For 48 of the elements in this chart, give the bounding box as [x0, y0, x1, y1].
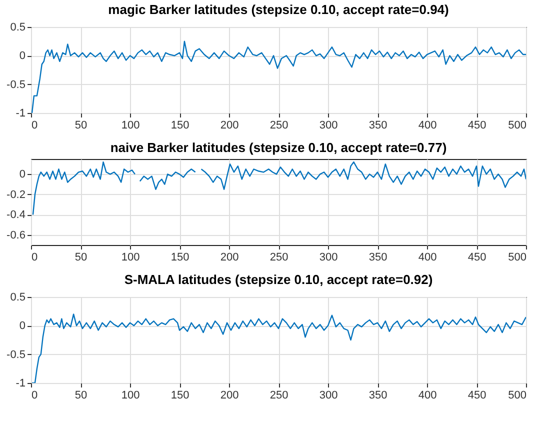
y-tick-label: 0.5 — [10, 292, 26, 304]
x-tick-label: 350 — [368, 390, 388, 402]
y-tick-label: -0.2 — [6, 188, 26, 201]
x-tick-label: 400 — [418, 120, 437, 132]
x-tick-label: 250 — [270, 390, 288, 402]
y-tick-label: 0 — [19, 168, 26, 181]
x-tick-label: 300 — [319, 120, 338, 132]
x-tick-label: 0 — [32, 390, 38, 402]
x-tick-label: 50 — [74, 120, 88, 132]
y-tick-label: -0.5 — [6, 78, 26, 91]
x-tick-label: 50 — [74, 390, 88, 402]
x-tick-label: 100 — [121, 252, 140, 264]
x-tick-label: 200 — [220, 120, 239, 132]
x-tick-label: 450 — [468, 120, 486, 132]
y-tick-label: -0.5 — [6, 348, 26, 361]
y-tick-label: -1 — [16, 108, 26, 120]
x-tick-label: 100 — [121, 390, 140, 402]
y-tick-label: 0.5 — [10, 22, 26, 34]
x-tick-label: 500 — [508, 120, 526, 132]
x-tick-label: 400 — [418, 390, 437, 402]
y-tick-label: 0 — [19, 320, 26, 332]
chart-title: S-MALA latitudes (stepsize 0.10, accept rate=0.92) — [124, 272, 433, 287]
x-tick-label: 400 — [418, 252, 437, 264]
x-tick-label: 500 — [508, 252, 526, 264]
x-tick-label: 0 — [32, 120, 38, 132]
x-tick-label: 150 — [170, 390, 190, 402]
y-tick-label: -1 — [16, 378, 26, 390]
x-tick-label: 250 — [270, 252, 288, 264]
x-tick-label: 50 — [74, 252, 88, 264]
chart-title: magic Barker latitudes (stepsize 0.10, accept rate=0.94) — [108, 2, 449, 17]
y-tick-label: -0.6 — [6, 229, 26, 242]
x-tick-label: 250 — [270, 120, 288, 132]
y-tick-label: 0 — [19, 50, 26, 62]
x-tick-label: 0 — [32, 252, 38, 264]
x-tick-label: 300 — [319, 390, 338, 402]
x-tick-label: 450 — [468, 390, 486, 402]
x-tick-label: 450 — [468, 252, 486, 264]
x-tick-label: 200 — [220, 252, 239, 264]
x-tick-label: 500 — [508, 390, 526, 402]
x-tick-label: 100 — [121, 120, 140, 132]
chart-title: naive Barker latitudes (stepsize 0.10, accept rate=0.77) — [110, 140, 447, 155]
x-tick-label: 300 — [319, 252, 338, 264]
x-tick-label: 150 — [170, 120, 190, 132]
x-tick-label: 200 — [220, 390, 239, 402]
x-tick-label: 350 — [368, 120, 388, 132]
x-tick-label: 150 — [170, 252, 190, 264]
x-tick-label: 350 — [368, 252, 388, 264]
y-tick-label: -0.4 — [6, 209, 26, 222]
